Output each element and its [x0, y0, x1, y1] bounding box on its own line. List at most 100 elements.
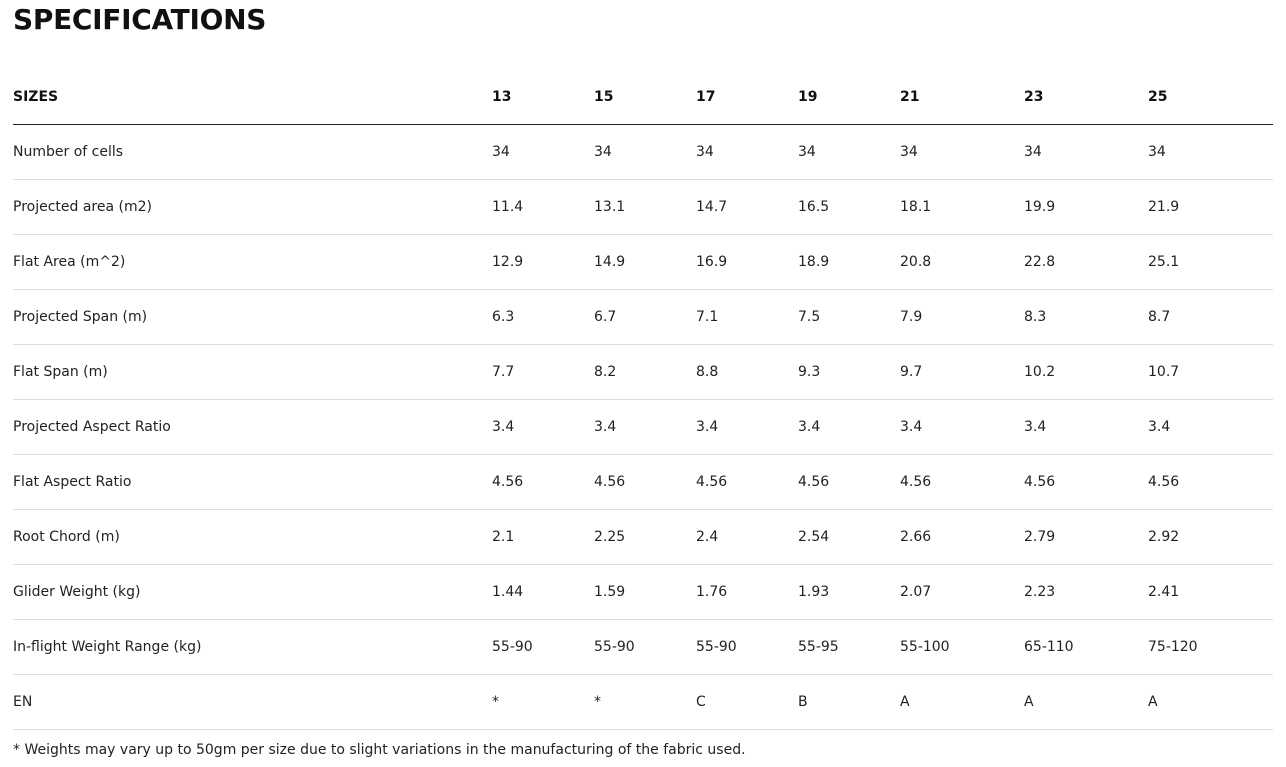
cell-size-21: A	[900, 674, 1024, 730]
cell-size-15: 13.1	[594, 179, 696, 235]
cell-size-15: 14.9	[594, 234, 696, 290]
cell-size-19: 4.56	[798, 454, 900, 510]
table-row: In-flight Weight Range (kg) 55-90 55-90 55-…	[13, 619, 1273, 675]
cell-size-19: 2.54	[798, 509, 900, 565]
cell-size-25: 4.56	[1148, 454, 1273, 510]
cell-size-23: 4.56	[1024, 454, 1148, 510]
table-row: Flat Area (m^2) 12.9 14.9 16.9 18.9 20.8 22.8 2…	[13, 234, 1273, 290]
cell-size-21: 2.66	[900, 509, 1024, 565]
cell-size-21: 4.56	[900, 454, 1024, 510]
cell-size-23: A	[1024, 674, 1148, 730]
cell-size-19: 16.5	[798, 179, 900, 235]
table-header: SIZES 13 15 17 19 21 23 25	[13, 70, 1273, 125]
cell-size-13: *	[492, 674, 594, 730]
cell-size-15: 4.56	[594, 454, 696, 510]
header-sizes-label: SIZES	[13, 70, 492, 125]
cell-size-21: 20.8	[900, 234, 1024, 290]
cell-size-23: 2.23	[1024, 564, 1148, 620]
cell-size-21: 18.1	[900, 179, 1024, 235]
row-label: Number of cells	[13, 124, 492, 180]
header-size-17: 17	[696, 70, 798, 125]
cell-size-25: 8.7	[1148, 289, 1273, 345]
cell-size-17: 1.76	[696, 564, 798, 620]
cell-size-19: B	[798, 674, 900, 730]
table-body: Number of cells 34 34 34 34 34 34 34 Projected a…	[13, 124, 1273, 730]
header-size-19: 19	[798, 70, 900, 125]
row-label: Glider Weight (kg)	[13, 564, 492, 620]
cell-size-19: 7.5	[798, 289, 900, 345]
row-label: Projected area (m2)	[13, 179, 492, 235]
cell-size-25: A	[1148, 674, 1273, 730]
cell-size-17: 3.4	[696, 399, 798, 455]
cell-size-25: 2.41	[1148, 564, 1273, 620]
cell-size-21: 55-100	[900, 619, 1024, 675]
table-row: EN * * C B A A A	[13, 674, 1273, 730]
footnote: * Weights may vary up to 50gm per size d…	[13, 742, 746, 758]
row-label: Flat Aspect Ratio	[13, 454, 492, 510]
cell-size-25: 2.92	[1148, 509, 1273, 565]
cell-size-15: 1.59	[594, 564, 696, 620]
table-row: Flat Span (m) 7.7 8.2 8.8 9.3 9.7 10.2 10.7	[13, 344, 1273, 400]
cell-size-23: 22.8	[1024, 234, 1148, 290]
table-row: Flat Aspect Ratio 4.56 4.56 4.56 4.56 4.56 4.5…	[13, 454, 1273, 510]
cell-size-25: 10.7	[1148, 344, 1273, 400]
cell-size-23: 3.4	[1024, 399, 1148, 455]
cell-size-21: 7.9	[900, 289, 1024, 345]
table-row: Projected area (m2) 11.4 13.1 14.7 16.5 18.1 1…	[13, 179, 1273, 235]
row-label: EN	[13, 674, 492, 730]
specifications-table: SIZES 13 15 17 19 21 23 25 Number of cel…	[13, 70, 1273, 730]
row-label: Root Chord (m)	[13, 509, 492, 565]
cell-size-23: 8.3	[1024, 289, 1148, 345]
cell-size-21: 9.7	[900, 344, 1024, 400]
cell-size-15: 8.2	[594, 344, 696, 400]
cell-size-21: 3.4	[900, 399, 1024, 455]
cell-size-17: 34	[696, 124, 798, 180]
table-row: Projected Span (m) 6.3 6.7 7.1 7.5 7.9 8.3 8.7	[13, 289, 1273, 345]
header-size-21: 21	[900, 70, 1024, 125]
cell-size-17: 16.9	[696, 234, 798, 290]
cell-size-23: 34	[1024, 124, 1148, 180]
header-size-23: 23	[1024, 70, 1148, 125]
cell-size-13: 55-90	[492, 619, 594, 675]
cell-size-15: 3.4	[594, 399, 696, 455]
cell-size-17: 8.8	[696, 344, 798, 400]
cell-size-13: 12.9	[492, 234, 594, 290]
table-row: Root Chord (m) 2.1 2.25 2.4 2.54 2.66 2.79 2.92	[13, 509, 1273, 565]
cell-size-13: 11.4	[492, 179, 594, 235]
cell-size-13: 2.1	[492, 509, 594, 565]
header-size-13: 13	[492, 70, 594, 125]
cell-size-13: 1.44	[492, 564, 594, 620]
cell-size-13: 3.4	[492, 399, 594, 455]
cell-size-23: 65-110	[1024, 619, 1148, 675]
cell-size-19: 34	[798, 124, 900, 180]
cell-size-13: 4.56	[492, 454, 594, 510]
cell-size-13: 6.3	[492, 289, 594, 345]
cell-size-23: 2.79	[1024, 509, 1148, 565]
row-label: Projected Span (m)	[13, 289, 492, 345]
cell-size-19: 18.9	[798, 234, 900, 290]
cell-size-19: 55-95	[798, 619, 900, 675]
row-label: Flat Area (m^2)	[13, 234, 492, 290]
cell-size-17: 2.4	[696, 509, 798, 565]
cell-size-21: 34	[900, 124, 1024, 180]
cell-size-15: 34	[594, 124, 696, 180]
cell-size-21: 2.07	[900, 564, 1024, 620]
table-row: Number of cells 34 34 34 34 34 34 34	[13, 124, 1273, 180]
cell-size-19: 3.4	[798, 399, 900, 455]
cell-size-25: 21.9	[1148, 179, 1273, 235]
cell-size-25: 34	[1148, 124, 1273, 180]
cell-size-17: 4.56	[696, 454, 798, 510]
header-size-15: 15	[594, 70, 696, 125]
header-row: SIZES 13 15 17 19 21 23 25	[13, 70, 1273, 125]
cell-size-17: C	[696, 674, 798, 730]
cell-size-19: 1.93	[798, 564, 900, 620]
cell-size-23: 10.2	[1024, 344, 1148, 400]
cell-size-15: 6.7	[594, 289, 696, 345]
cell-size-15: 2.25	[594, 509, 696, 565]
cell-size-17: 55-90	[696, 619, 798, 675]
cell-size-17: 14.7	[696, 179, 798, 235]
page-title: SPECIFICATIONS	[13, 3, 267, 36]
row-label: Flat Span (m)	[13, 344, 492, 400]
cell-size-15: 55-90	[594, 619, 696, 675]
cell-size-25: 3.4	[1148, 399, 1273, 455]
